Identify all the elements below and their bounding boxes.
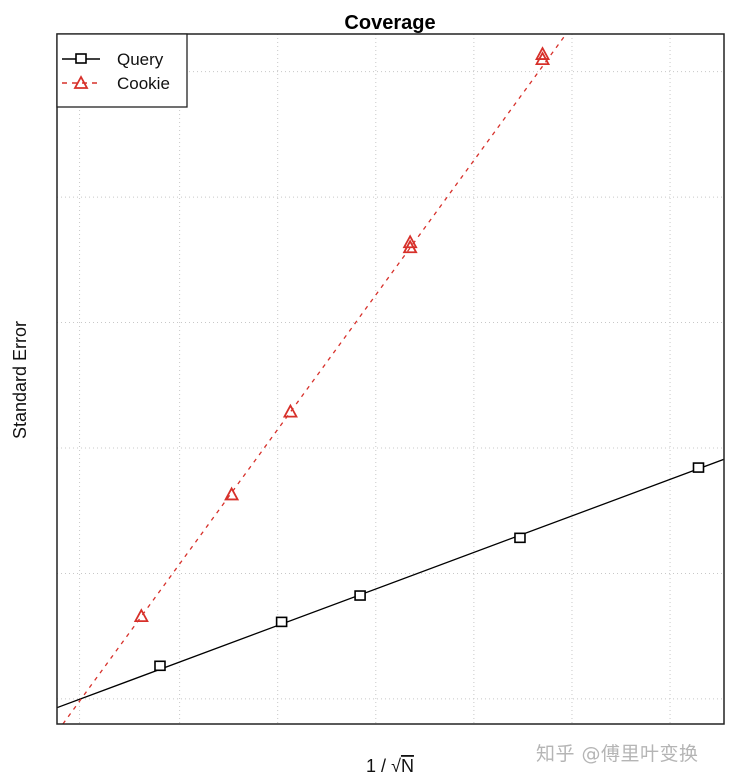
legend: Query Cookie [56,33,188,108]
legend-square-icon [75,53,87,64]
square-marker-icon [692,462,705,473]
x-label-prefix: 1 / [366,756,391,776]
square-marker-icon [354,590,366,601]
triangle-marker-icon [535,46,551,60]
query-fit-line [57,458,724,709]
square-marker-icon [275,616,288,628]
series-query [57,458,724,709]
legend-triangle-icon [73,75,89,89]
legend-label: Query [117,50,164,69]
grid-lines [57,34,724,724]
y-axis-label: Standard Error [10,321,30,439]
x-axis-label: 1 / √N [366,756,414,776]
triangle-marker-icon [282,403,298,418]
series-cookie [62,34,567,724]
plot-series [57,34,724,724]
legend-item-query: Query [62,50,164,69]
cookie-fit-line [62,34,567,724]
legend-label: Cookie [117,74,170,93]
triangle-marker-icon [224,486,240,501]
legend-item-cookie: Cookie [62,74,170,93]
square-marker-icon [514,532,526,544]
legend-box [56,33,188,108]
square-marker-icon [154,660,166,672]
x-label-var: N [401,756,414,776]
watermark-text: 知乎 @傅里叶变换 [536,743,699,765]
plot-frame [56,33,725,725]
triangle-marker-icon [402,234,418,249]
chart-title: Coverage [344,12,435,34]
svg-text:1 / √N: 1 / √N [366,756,414,776]
triangle-marker-icon [133,608,149,623]
x-label-radical: √ [391,756,401,776]
